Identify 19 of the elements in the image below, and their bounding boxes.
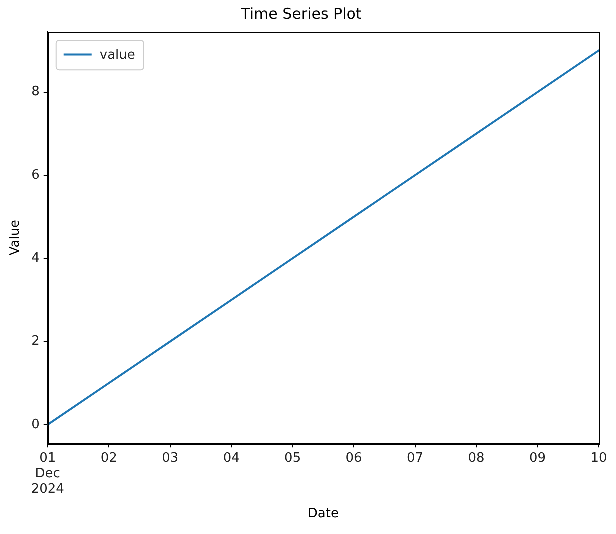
y-tick-label: 4 <box>32 250 40 266</box>
y-tick-label: 2 <box>32 334 40 350</box>
y-tick-label: 0 <box>32 417 40 432</box>
legend-label: value <box>100 48 136 64</box>
x-tick-label: 09 <box>529 450 546 466</box>
x-tick-label: 04 <box>223 450 240 466</box>
x-tick-label: 08 <box>468 450 485 466</box>
x-tick-label: 05 <box>284 450 302 466</box>
x-tick-label: 03 <box>162 450 179 466</box>
x-tick-label: 01 Dec 2024 <box>31 450 64 497</box>
y-tick-label: 8 <box>32 84 40 100</box>
x-tick-label: 07 <box>407 450 424 466</box>
x-tick-label: 02 <box>100 450 118 466</box>
x-tick-label: 06 <box>346 450 362 466</box>
x-axis-title: Date <box>308 506 339 522</box>
y-axis-title: Value <box>8 220 24 256</box>
y-tick-label: 6 <box>32 168 40 183</box>
x-tick-label: 10 <box>590 450 608 466</box>
chart-title: Time Series Plot <box>240 4 362 23</box>
